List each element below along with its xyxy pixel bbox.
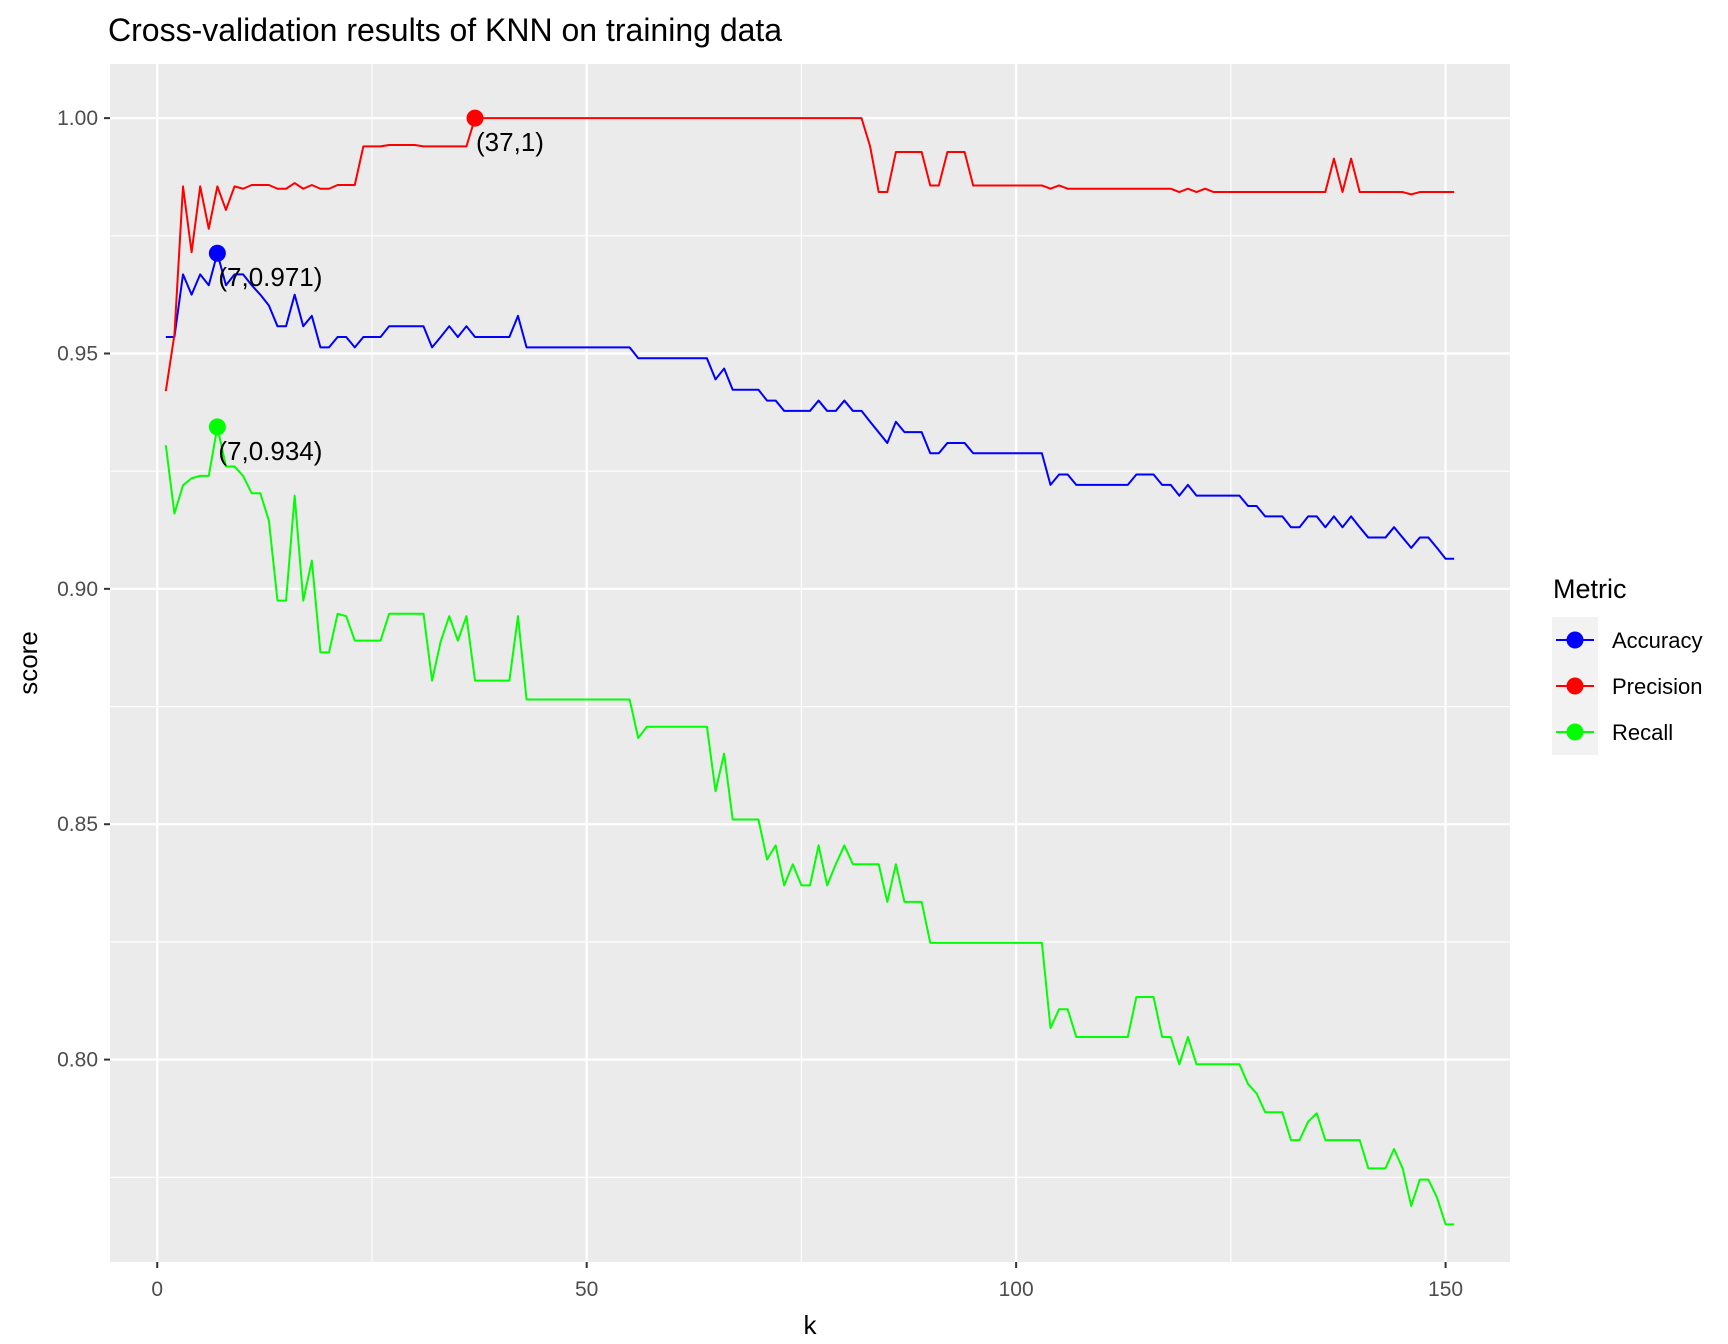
legend-key-point [1566,631,1584,649]
highlight-point-accuracy [208,244,226,262]
series-lines [164,117,1455,1226]
plot-panel [110,64,1510,1262]
y-tick-label: 1.00 [57,107,98,130]
y-tick-label: 0.90 [57,578,98,601]
x-tick-label: 100 [999,1278,1034,1301]
x-tick-label: 0 [151,1278,163,1301]
y-axis: 0.80 0.85 0.90 0.95 1.00 [57,107,110,1072]
annotation-precision: (37,1) [476,127,544,157]
legend-key-point [1566,723,1584,741]
legend-entries: Accuracy Precision Recall [1552,617,1702,755]
y-tick-label: 0.95 [57,342,98,365]
annotation-accuracy: (7,0.971) [218,262,322,292]
x-tick-label: 50 [575,1278,598,1301]
legend-title: Metric [1553,574,1627,604]
legend-entry-precision: Precision [1556,674,1702,699]
legend-key-point [1566,677,1584,695]
y-tick-label: 0.85 [57,813,98,836]
highlight-point-recall [208,418,226,436]
major-gridlines [110,64,1510,1262]
series-line-accuracy [165,252,1455,560]
series-line-recall [164,425,1455,1226]
x-axis-title: k [804,1310,818,1340]
y-axis-title: score [13,631,43,695]
minor-gridlines [110,64,1510,1262]
highlight-point-precision [466,109,484,127]
legend-label: Precision [1612,674,1702,699]
highlight-markers [208,109,484,436]
x-axis: 0 50 100 150 [151,1262,1463,1301]
legend-entry-recall: Recall [1556,720,1673,745]
annotations: (7,0.971) (37,1) (7,0.934) [218,127,544,466]
legend: Metric Accuracy Precision Recall [1552,574,1702,755]
legend-label: Accuracy [1612,628,1702,653]
annotation-recall: (7,0.934) [218,436,322,466]
legend-entry-accuracy: Accuracy [1556,628,1702,653]
chart-title: Cross-validation results of KNN on train… [108,12,782,48]
y-tick-label: 0.80 [57,1049,98,1072]
legend-label: Recall [1612,720,1673,745]
series-line-precision [164,117,1455,392]
x-tick-label: 150 [1428,1278,1463,1301]
